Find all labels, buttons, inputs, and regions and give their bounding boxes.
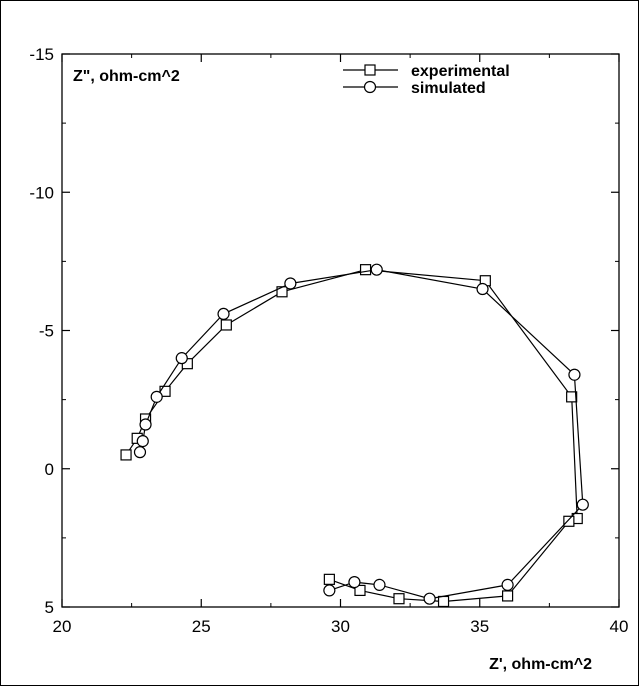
x-tick-label: 35	[470, 617, 489, 636]
circle-point	[133, 446, 147, 459]
circle-point	[373, 578, 386, 591]
circle-point	[423, 592, 436, 605]
x-tick-label: 30	[331, 617, 350, 636]
square-point	[566, 391, 578, 403]
legend-entry-simulated: simulated	[343, 80, 486, 97]
y-tick-label: -10	[29, 183, 54, 202]
legend-entry-experimental: experimental	[343, 63, 510, 80]
y-tick-label: -5	[39, 322, 54, 341]
circle-point	[348, 576, 361, 589]
series-simulated	[133, 263, 589, 605]
circle-point	[576, 498, 589, 511]
legend-marker-circle	[363, 80, 377, 94]
circle-point	[150, 390, 163, 403]
x-tick-label: 40	[610, 617, 629, 636]
tick-layer: 20 25 30 35 40 -15 -10 -5 0 5	[29, 45, 628, 636]
y-tick-label: 5	[45, 598, 54, 617]
circle-point	[217, 307, 230, 321]
square-point	[502, 590, 514, 602]
circle-point	[501, 578, 514, 591]
y-tick-label: -15	[29, 45, 54, 64]
series-line-experimental	[125, 269, 578, 603]
circle-point	[139, 418, 152, 431]
legend-marker-square	[364, 64, 376, 76]
plot-frame	[61, 53, 620, 608]
square-point	[563, 515, 575, 527]
square-point	[323, 573, 335, 585]
x-tick-label: 20	[53, 617, 72, 636]
circle-point	[568, 368, 581, 381]
series-layer	[120, 263, 589, 608]
circle-point	[175, 352, 188, 365]
x-axis-title: Z', ohm-cm^2	[489, 656, 592, 673]
series-line-simulated	[139, 269, 584, 600]
series-experimental	[120, 264, 583, 608]
square-point	[437, 595, 450, 608]
circle-point	[284, 277, 297, 290]
legend-label: experimental	[411, 63, 510, 80]
circle-point	[476, 282, 489, 296]
legend-label: simulated	[411, 80, 486, 97]
y-tick-label: 0	[45, 460, 54, 479]
circle-point	[370, 263, 383, 276]
square-point	[220, 319, 232, 331]
square-point	[120, 449, 132, 461]
x-tick-label: 25	[192, 617, 211, 636]
y-axis-title: Z", ohm-cm^2	[73, 68, 180, 85]
circle-point	[323, 584, 336, 597]
square-point	[393, 593, 405, 605]
circle-point	[136, 435, 149, 448]
square-point	[354, 584, 366, 597]
square-point	[359, 264, 372, 276]
